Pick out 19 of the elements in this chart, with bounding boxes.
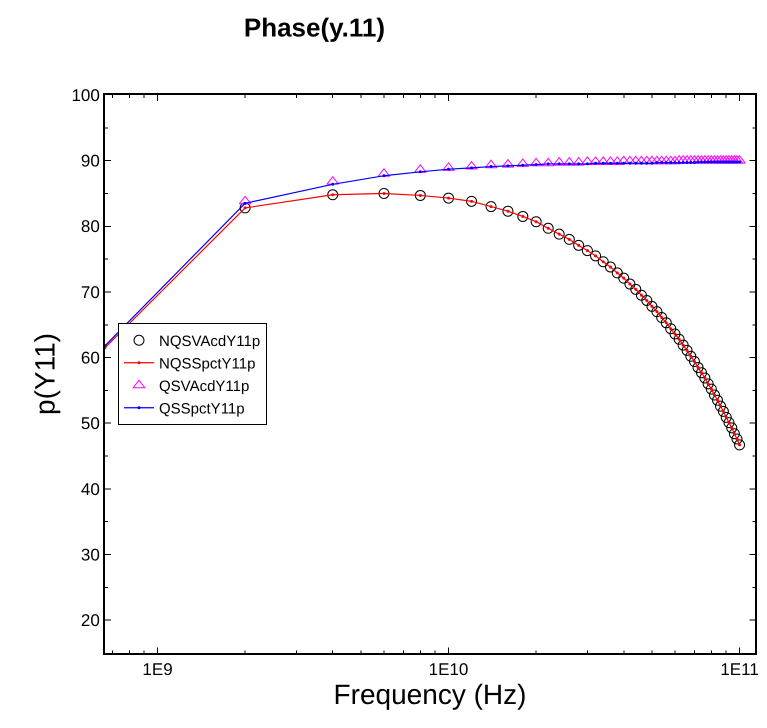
- y-tick-label: 40: [80, 480, 100, 499]
- legend-label: QSSpctY11p: [159, 400, 245, 418]
- x-tick-label: 1E11: [720, 660, 759, 680]
- y-tick-label: 50: [80, 414, 100, 434]
- legend-label: QSVAcdY11p: [159, 378, 250, 396]
- x-tick-label: 1E9: [142, 660, 173, 680]
- y-tick-label: 90: [80, 152, 100, 171]
- y-axis-title: p(Y11): [30, 333, 61, 415]
- y-tick-label: 70: [80, 282, 100, 302]
- legend-label: NQSVAcdY11p: [159, 333, 260, 350]
- chart-title: Phase(y.11): [244, 12, 386, 42]
- x-tick-label: 1E10: [428, 660, 468, 680]
- legend-label: NQSSpctY11p: [159, 356, 256, 373]
- y-tick-label: 80: [80, 217, 100, 236]
- y-tick-label: 30: [80, 545, 100, 564]
- x-axis-title: Frequency (Hz): [334, 679, 526, 710]
- y-tick-label: 20: [80, 611, 100, 630]
- y-tick-label: 100: [71, 86, 100, 105]
- y-tick-label: 60: [80, 348, 100, 368]
